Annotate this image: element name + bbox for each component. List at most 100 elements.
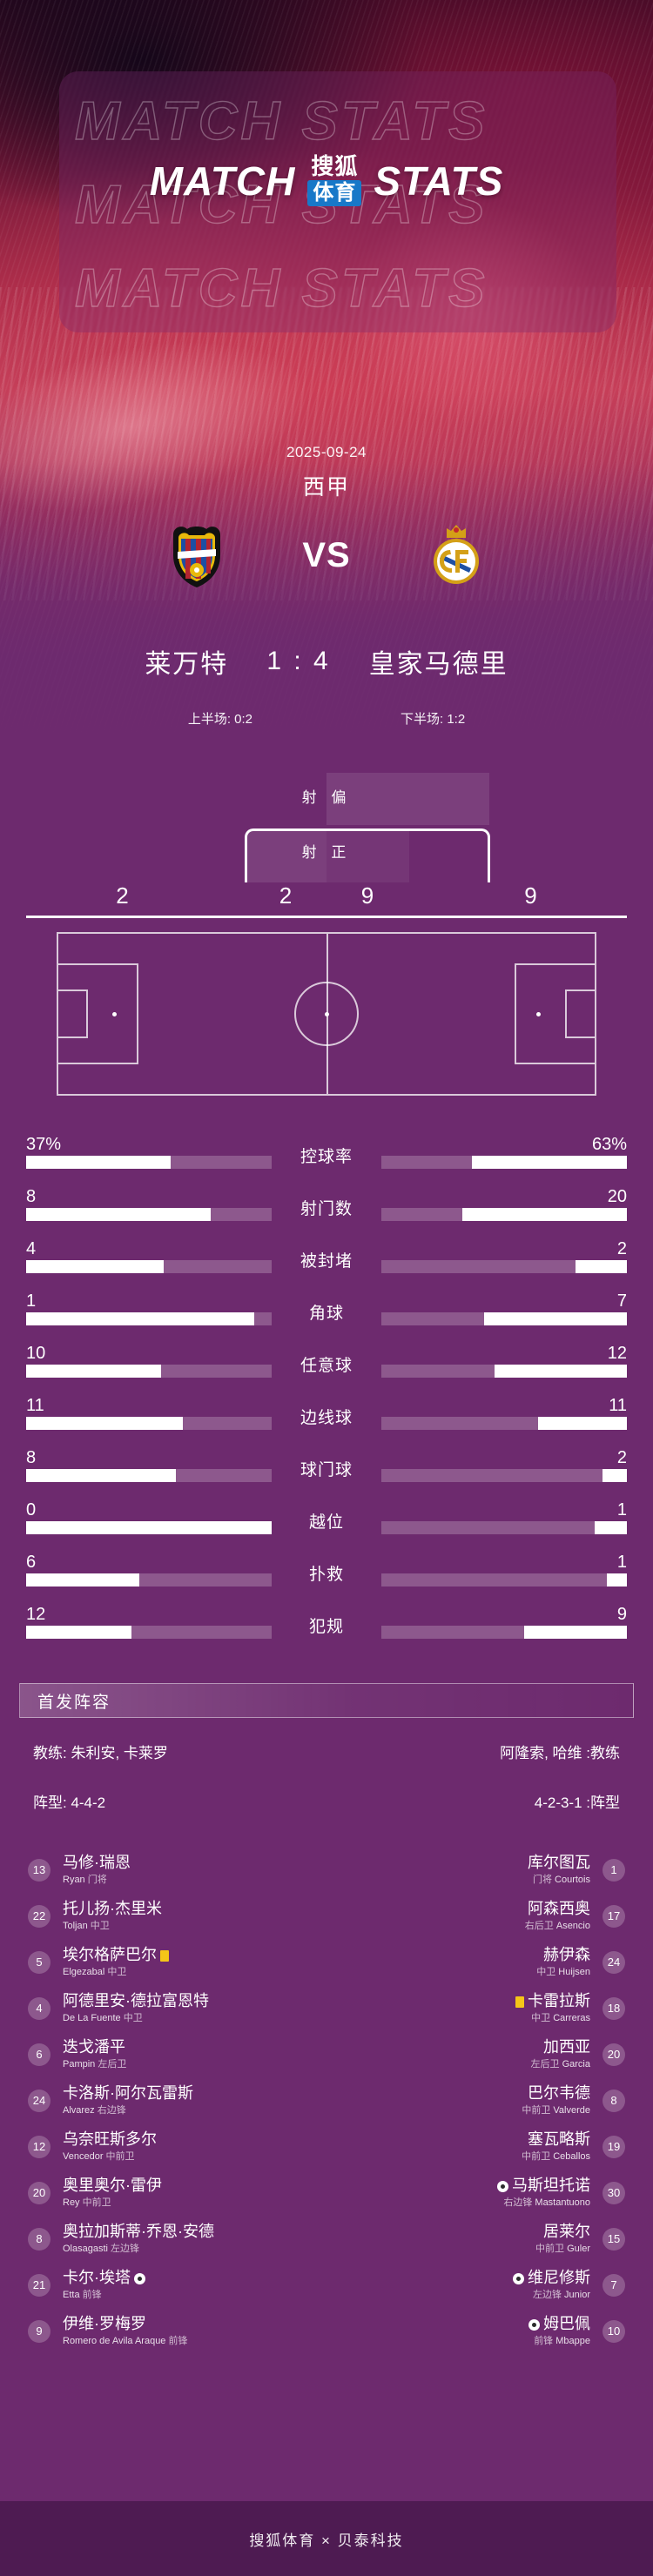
away-player-number: 1 — [603, 1858, 625, 1882]
away-player-name-cn: 塞瓦略斯 — [528, 2130, 590, 2148]
pitch-field — [57, 932, 596, 1096]
away-player-number: 20 — [603, 2043, 625, 2066]
pitch-penalty-box-left — [58, 963, 138, 1064]
stat-row: 8 射门数 20 — [26, 1185, 627, 1221]
home-player-position: 左边锋 — [111, 2244, 140, 2254]
away-player[interactable]: 卡雷拉斯 中卫 Carreras 18 — [333, 1991, 625, 2025]
home-player[interactable]: 13 马修·瑞恩 Ryan 门将 — [28, 1853, 320, 1887]
stat-home-value: 8 — [26, 1187, 37, 1206]
stat-away-side: 1 — [381, 1551, 627, 1587]
home-player-sub: Romero de Avila Araque 前锋 — [63, 2336, 188, 2346]
away-player-sub: 左边锋 Junior — [532, 2290, 590, 2300]
stat-home-value: 0 — [26, 1500, 37, 1519]
away-player-name-cn: 维尼修斯 — [509, 2269, 590, 2286]
away-player[interactable]: 居莱尔 中前卫 Guler 15 — [333, 2222, 625, 2256]
stat-home-side: 8 — [26, 1185, 272, 1221]
sohu-logo-bottom: 体育 — [307, 180, 362, 206]
stat-away-value: 1 — [616, 1553, 627, 1572]
away-player-name-cn: 赫伊森 — [543, 1946, 590, 1963]
home-player[interactable]: 5 埃尔格萨巴尔 Elgezabal 中卫 — [28, 1945, 320, 1979]
stat-home-side: 4 — [26, 1238, 272, 1273]
away-player[interactable]: 巴尔韦德 中前卫 Valverde 8 — [333, 2083, 625, 2117]
home-player-number: 5 — [28, 1950, 50, 1974]
home-player[interactable]: 20 奥里奥尔·雷伊 Rey 中前卫 — [28, 2176, 320, 2210]
away-player-name-cn: 加西亚 — [543, 2038, 590, 2056]
away-player-sub: 前锋 Mbappe — [534, 2336, 590, 2346]
away-player[interactable]: 塞瓦略斯 中前卫 Ceballos 19 — [333, 2130, 625, 2163]
stat-home-track — [26, 1626, 272, 1639]
stat-away-track — [381, 1365, 627, 1378]
home-player-name-cn: 奥里奥尔·雷伊 — [63, 2177, 162, 2194]
away-player-name-cn: 姆巴佩 — [525, 2315, 590, 2332]
stat-away-track — [381, 1573, 627, 1587]
away-player[interactable]: 马斯坦托诺 右边锋 Mastantuono 30 — [333, 2176, 625, 2210]
away-player[interactable]: 加西亚 左后卫 Garcia 20 — [333, 2037, 625, 2071]
home-team-name: 莱万特 — [145, 650, 229, 679]
home-player-position: 左后卫 — [98, 2059, 127, 2070]
match-date: 2025-09-24 — [286, 444, 367, 460]
home-player[interactable]: 6 迭戈潘平 Pampin 左后卫 — [28, 2037, 320, 2071]
stat-away-fill — [472, 1156, 627, 1169]
stat-home-track — [26, 1417, 272, 1430]
away-player[interactable]: 库尔图瓦 门将 Courtois 1 — [333, 1853, 625, 1887]
stat-away-value: 1 — [616, 1500, 627, 1519]
away-player[interactable]: 姆巴佩 前锋 Mbappe 10 — [333, 2314, 625, 2348]
stat-away-side: 2 — [381, 1238, 627, 1273]
home-formation: 阵型: 4-4-2 — [33, 1794, 106, 1811]
stat-away-side: 12 — [381, 1342, 627, 1378]
home-player[interactable]: 12 乌奈旺斯多尔 Vencedor 中前卫 — [28, 2130, 320, 2163]
away-player[interactable]: 阿森西奥 右后卫 Asencio 17 — [333, 1899, 625, 1933]
away-player[interactable]: 赫伊森 中卫 Huijsen 24 — [333, 1945, 625, 1979]
stat-home-track — [26, 1260, 272, 1273]
home-player[interactable]: 9 伊维·罗梅罗 Romero de Avila Araque 前锋 — [28, 2314, 320, 2348]
home-player-sub: Elgezabal 中卫 — [63, 1967, 127, 1977]
home-player-sub: Olasagasti 左边锋 — [63, 2244, 140, 2254]
stat-home-side: 6 — [26, 1551, 272, 1587]
stat-home-fill — [26, 1312, 255, 1325]
home-player[interactable]: 4 阿德里安·德拉富恩特 De La Fuente 中卫 — [28, 1991, 320, 2025]
vs-label: VS — [302, 535, 351, 574]
stat-row: 1 角球 7 — [26, 1290, 627, 1325]
stat-away-value: 20 — [607, 1187, 627, 1206]
yellow-card-icon — [515, 1996, 524, 2008]
away-player-name-cn: 巴尔韦德 — [528, 2084, 590, 2102]
stat-away-value: 2 — [616, 1448, 627, 1467]
stats-bars-section: 37% 控球率 63% 8 射门数 20 4 被封堵 2 1 角球 7 10 任意球 12 11 边线球 11 8 球… — [0, 1114, 653, 1664]
away-player-sub: 门将 Courtois — [532, 1875, 590, 1885]
stat-home-track — [26, 1573, 272, 1587]
player-row: 8 奥拉加斯蒂·乔恩·安德 Olasagasti 左边锋 居莱尔 中前卫 Guler 15 — [28, 2216, 625, 2262]
stat-row: 37% 控球率 63% — [26, 1133, 627, 1169]
home-player[interactable]: 24 卡洛斯·阿尔瓦雷斯 Alvarez 右边锋 — [28, 2083, 320, 2117]
match-meta: 2025-09-24 西甲 — [0, 444, 653, 501]
first-half-score: 上半场: 0:2 — [187, 712, 252, 727]
stat-away-value: 12 — [607, 1344, 627, 1363]
home-player-info: 马修·瑞恩 Ryan 门将 — [50, 1853, 143, 1887]
home-player[interactable]: 22 托儿扬·杰里米 Toljan 中卫 — [28, 1899, 320, 1933]
stat-home-fill — [26, 1469, 177, 1482]
second-half-score: 下半场: 1:2 — [401, 712, 466, 727]
home-player[interactable]: 21 卡尔·埃塔 Etta 前锋 — [28, 2268, 320, 2302]
home-player-position: 中前卫 — [82, 2197, 111, 2208]
home-player-info: 卡洛斯·阿尔瓦雷斯 Alvarez 右边锋 — [50, 2083, 205, 2117]
away-player-sub: 右后卫 Asencio — [524, 1921, 590, 1931]
stat-away-value: 63% — [591, 1135, 627, 1154]
home-player-position: 中卫 — [107, 1967, 127, 1977]
stat-away-fill — [484, 1312, 627, 1325]
hero-banner: MATCH STATS MATCH STATS MATCH STATS MATC… — [0, 0, 653, 748]
stat-label: 球门球 — [300, 1461, 353, 1479]
stat-away-value: 11 — [609, 1396, 627, 1415]
away-player-info: 卡雷拉斯 中卫 Carreras — [500, 1991, 603, 2025]
stat-label: 控球率 — [300, 1148, 353, 1166]
stat-row: 12 犯规 9 — [26, 1603, 627, 1639]
player-row: 4 阿德里安·德拉富恩特 De La Fuente 中卫 卡雷拉斯 中卫 Carrera… — [28, 1985, 625, 2031]
real-madrid-crest — [424, 520, 488, 590]
home-player[interactable]: 8 奥拉加斯蒂·乔恩·安德 Olasagasti 左边锋 — [28, 2222, 320, 2256]
stat-home-fill — [26, 1260, 164, 1273]
away-player[interactable]: 维尼修斯 左边锋 Junior 7 — [333, 2268, 625, 2302]
pitch-center-circle — [294, 982, 359, 1046]
home-player-info: 奥拉加斯蒂·乔恩·安德 Olasagasti 左边锋 — [50, 2222, 226, 2256]
away-player-position: 中前卫 — [522, 2151, 551, 2162]
home-off-target-value: 2 — [116, 882, 129, 909]
away-player-position: 中卫 — [536, 1967, 556, 1977]
home-player-number: 4 — [28, 1996, 50, 2020]
